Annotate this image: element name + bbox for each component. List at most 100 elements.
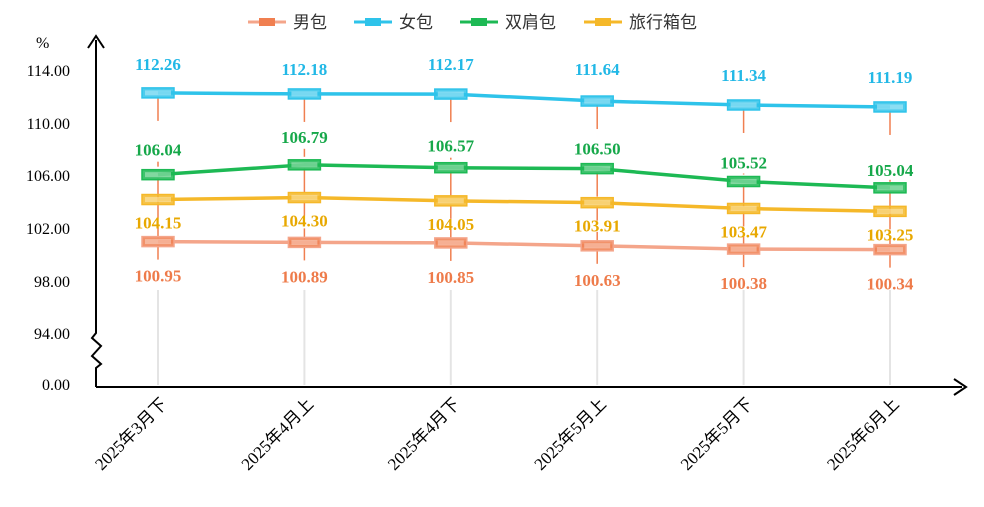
x-category-label: 2025年5月下	[677, 394, 757, 474]
series-marker	[434, 88, 468, 100]
series-line	[157, 163, 891, 190]
y-tick-label: 94.00	[34, 326, 70, 343]
series-marker	[873, 205, 907, 218]
y-tick-label: 106.00	[26, 168, 70, 185]
y-tick-label: 102.00	[26, 221, 70, 238]
data-label: 100.63	[574, 271, 621, 290]
series-marker-highlight	[291, 195, 318, 201]
legend-label: 女包	[399, 13, 433, 33]
series-lines	[157, 91, 891, 252]
series-marker-highlight	[730, 205, 757, 211]
series-marker	[726, 175, 761, 188]
series-marker	[141, 168, 175, 181]
series-marker	[287, 159, 322, 171]
data-label: 106.04	[135, 141, 182, 160]
series-line	[157, 195, 891, 214]
series-marker	[580, 162, 614, 175]
data-label: 103.47	[720, 222, 767, 241]
series-marker	[873, 182, 907, 194]
series-marker	[873, 243, 907, 256]
y-tick-label: 114.00	[27, 63, 70, 80]
series-marker-highlight	[730, 179, 757, 185]
series-marker	[580, 95, 614, 107]
series-marker	[141, 235, 175, 248]
data-label: 111.19	[868, 68, 913, 87]
series-marker-highlight	[584, 166, 611, 172]
series-marker	[141, 193, 175, 206]
data-label: 105.52	[720, 154, 767, 173]
data-label: 104.05	[427, 215, 474, 234]
data-label: 112.18	[281, 60, 327, 79]
data-label: 100.34	[867, 275, 914, 294]
data-label: 105.04	[867, 161, 914, 180]
series-markers	[141, 87, 907, 256]
series-marker	[141, 87, 175, 99]
series-marker-highlight	[584, 243, 611, 249]
data-label: 106.57	[427, 137, 474, 156]
data-label: 100.38	[720, 274, 767, 293]
y-axis-arrow	[87, 34, 105, 49]
series-marker-highlight	[437, 91, 464, 97]
y-tick-label: 0.00	[42, 377, 70, 394]
legend-swatch-marker	[595, 18, 611, 26]
legend: 男包 女包 双肩包 旅行箱包	[248, 13, 697, 33]
y-unit-label: %	[36, 35, 49, 52]
series-marker-highlight	[730, 102, 757, 108]
data-label: 112.26	[135, 55, 181, 74]
series-marker	[726, 243, 761, 255]
data-label: 104.15	[135, 214, 182, 233]
y-tick-labels: 114.00 110.00 106.00 102.00 98.00 94.00 0.00	[26, 63, 70, 394]
series-marker-highlight	[584, 98, 611, 104]
x-category-labels: 2025年3月下 2025年4月上 2025年4月下 2025年5月上 2025年5月下…	[91, 394, 903, 474]
series-marker-highlight	[877, 104, 903, 110]
series-marker	[726, 202, 761, 215]
legend-swatch-marker	[365, 18, 381, 26]
series-marker	[873, 101, 907, 113]
series-marker-highlight	[291, 239, 318, 245]
data-label: 111.34	[721, 66, 766, 85]
series-marker	[726, 99, 761, 111]
value-labels: 100.95 100.89 100.85 100.63 100.38 100.34 112.…	[135, 55, 914, 294]
series-marker-highlight	[584, 200, 611, 206]
series-marker-highlight	[437, 165, 464, 171]
series-marker-highlight	[877, 247, 903, 253]
axes	[87, 34, 968, 396]
data-label: 103.91	[574, 217, 621, 236]
data-label: 106.79	[281, 128, 328, 147]
legend-swatch-marker	[471, 18, 487, 26]
series-marker	[434, 237, 468, 249]
series-marker-highlight	[877, 208, 903, 214]
series-marker	[287, 191, 322, 204]
series-marker	[580, 240, 614, 252]
x-category-label: 2025年3月下	[91, 394, 171, 474]
data-label: 106.50	[574, 140, 621, 159]
data-label: 111.64	[575, 60, 620, 79]
y-axis-line	[90, 40, 103, 387]
data-label: 100.95	[135, 267, 182, 286]
series-marker-highlight	[730, 246, 757, 252]
series-marker-highlight	[291, 162, 318, 168]
legend-label: 旅行箱包	[629, 13, 697, 33]
series-marker-highlight	[145, 172, 171, 178]
x-category-label: 2025年4月上	[238, 394, 318, 474]
series-marker	[287, 88, 322, 100]
series-marker-highlight	[145, 90, 171, 96]
series-marker	[287, 236, 322, 249]
series-marker-highlight	[437, 240, 464, 246]
series-marker-highlight	[437, 198, 464, 204]
data-label: 112.17	[428, 55, 474, 74]
x-category-label: 2025年6月上	[823, 394, 903, 474]
series-marker	[434, 195, 468, 207]
x-axis-arrow	[953, 378, 968, 396]
data-label: 100.89	[281, 267, 328, 286]
series-marker	[580, 196, 614, 209]
y-tick-label: 110.00	[27, 116, 70, 133]
series-marker-highlight	[145, 239, 171, 245]
x-category-label: 2025年4月下	[384, 394, 464, 474]
legend-label: 男包	[293, 13, 327, 33]
series-line	[157, 239, 891, 252]
series-marker-highlight	[145, 197, 171, 203]
x-category-label: 2025年5月上	[530, 394, 610, 474]
y-tick-label: 98.00	[34, 274, 70, 291]
legend-swatch-marker	[259, 18, 275, 26]
